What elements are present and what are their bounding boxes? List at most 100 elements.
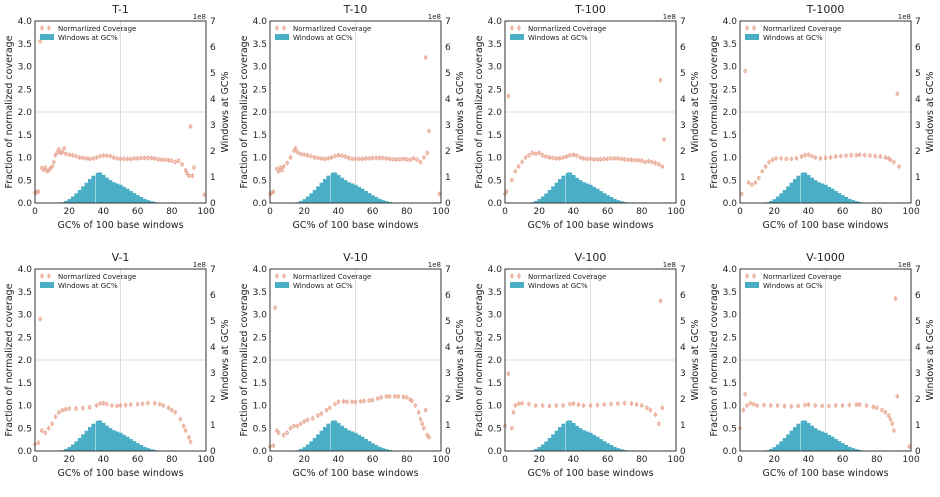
y-tick-label-left: 0.5 [18, 424, 32, 434]
y-tick-label-right: 6 [445, 43, 451, 53]
histogram-bar [347, 430, 351, 451]
histogram-bar [579, 428, 583, 451]
histogram-bar [71, 445, 75, 452]
y-tick-label-left: 0.0 [488, 447, 503, 457]
x-tick-label: 0 [502, 455, 508, 465]
y-tick-label-left: 3.0 [18, 311, 33, 321]
histogram-bar [313, 190, 317, 203]
y-tick-label-left: 2.0 [723, 356, 738, 366]
x-tick-label: 0 [32, 455, 38, 465]
subplot-title: V-1 [112, 251, 130, 264]
y-tick-label-right: 2 [445, 395, 451, 405]
histogram-bar [98, 421, 102, 451]
y-tick-label-left: 1.5 [488, 131, 502, 141]
legend-label-coverage: Normarlized Coverage [58, 25, 136, 33]
histogram-bar [807, 423, 811, 451]
histogram-bar [592, 187, 596, 203]
histogram-bar [575, 178, 579, 203]
y-tick-label-right: 4 [915, 343, 921, 353]
histogram-bar [81, 434, 85, 451]
y-tick-label-left: 3.5 [488, 40, 502, 50]
histogram-bar [609, 445, 613, 451]
y-axis-label-left: Fraction of normalized coverage [474, 35, 485, 188]
x-tick-label: 40 [98, 455, 110, 465]
y-tick-label-left: 4.0 [723, 17, 738, 27]
histogram-bar [609, 197, 613, 203]
histogram-bar [337, 423, 341, 451]
histogram-bar [596, 437, 600, 451]
y-tick-label-left: 2.5 [723, 85, 737, 95]
histogram-bar [109, 180, 113, 203]
y-tick-label-left: 3.0 [253, 311, 268, 321]
y-tick-label-left: 1.0 [253, 402, 268, 412]
histogram-bar [88, 179, 92, 203]
x-tick-label: 60 [602, 207, 614, 217]
histogram-bar [67, 199, 71, 203]
y-tick-label-right: 3 [210, 121, 216, 131]
y-tick-label-left: 1.5 [18, 131, 32, 141]
x-axis-label: GC% of 100 base windows [292, 468, 418, 479]
histogram-bar [824, 185, 828, 203]
histogram-bar [323, 179, 327, 203]
legend-windows-swatch [275, 34, 289, 40]
y-tick-label-right: 7 [915, 17, 921, 27]
y-tick-label-left: 2.0 [253, 356, 268, 366]
histogram-bar [783, 438, 787, 451]
x-tick-label: 20 [533, 207, 545, 217]
y-tick-label-left: 3.5 [723, 288, 737, 298]
subplot-title: V-10 [343, 251, 368, 264]
y-tick-label-left: 0.0 [18, 447, 33, 457]
y-tick-label-right: 1 [445, 421, 451, 431]
y-tick-label-right: 6 [915, 291, 921, 301]
y-tick-label-left: 0.5 [253, 176, 267, 186]
x-tick-label: 80 [166, 207, 178, 217]
y-tick-label-right: 1 [680, 173, 686, 183]
histogram-bar [78, 438, 82, 451]
histogram-bar [320, 183, 324, 203]
y-tick-label-left: 3.0 [488, 311, 503, 321]
histogram-bar [112, 182, 116, 203]
y-tick-label-right: 4 [915, 95, 921, 105]
histogram-bar [837, 441, 841, 451]
histogram-bar [109, 428, 113, 451]
histogram-bar [848, 447, 852, 451]
histogram-bar [582, 430, 586, 451]
histogram-bar [378, 447, 382, 451]
right-axis-multiplier: 1e8 [193, 13, 206, 21]
y-tick-label-right: 5 [210, 317, 216, 327]
legend-label-coverage: Normarlized Coverage [293, 273, 371, 281]
x-tick-label: 80 [871, 207, 883, 217]
histogram-bar [119, 433, 123, 451]
right-axis-multiplier: 1e8 [663, 261, 676, 269]
histogram-bar [786, 434, 790, 451]
histogram-bar [537, 447, 541, 451]
histogram-bar [139, 445, 143, 451]
histogram-bar [827, 435, 831, 451]
histogram-bar [122, 187, 126, 203]
y-tick-label-right: 4 [445, 95, 451, 105]
y-tick-label-left: 4.0 [723, 265, 738, 275]
x-axis-label: GC% of 100 base windows [762, 220, 888, 231]
x-tick-label: 80 [401, 455, 413, 465]
histogram-bar [354, 185, 358, 203]
y-tick-label-left: 4.0 [18, 265, 33, 275]
histogram-bar [589, 433, 593, 451]
histogram-bar [776, 197, 780, 204]
y-tick-label-left: 4.0 [18, 17, 33, 27]
right-axis-multiplier: 1e8 [428, 13, 441, 21]
y-tick-label-left: 1.0 [18, 402, 33, 412]
legend-label-coverage: Normarlized Coverage [528, 25, 606, 33]
y-tick-label-right: 2 [915, 147, 921, 157]
histogram-bar [848, 199, 852, 203]
legend-label-windows: Windows at GC% [58, 34, 118, 42]
histogram-bar [606, 195, 610, 203]
y-tick-label-left: 1.5 [253, 131, 267, 141]
histogram-bar [579, 180, 583, 203]
y-tick-label-left: 2.0 [253, 108, 268, 118]
